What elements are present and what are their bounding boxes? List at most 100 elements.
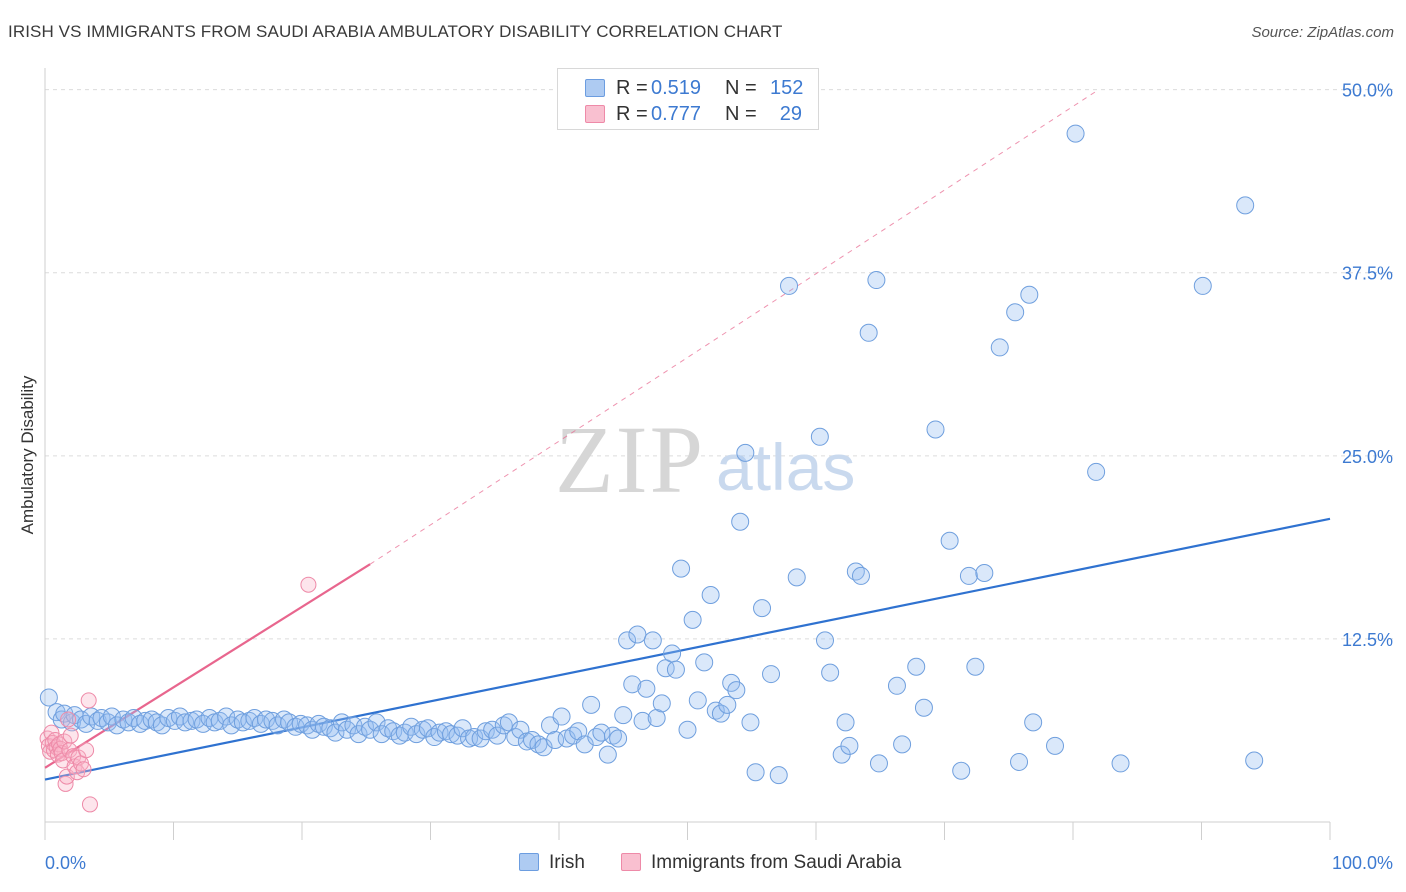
irish-point (762, 665, 781, 684)
irish-point (465, 728, 484, 747)
irish-point (534, 738, 553, 757)
irish-point (652, 694, 671, 713)
irish-point (1111, 754, 1130, 773)
irish-point (355, 717, 374, 736)
irish-point (893, 735, 912, 754)
irish-point (666, 660, 685, 679)
saudi-trend-extension (369, 89, 1099, 565)
irish-point (683, 610, 702, 629)
trend-layer (44, 89, 1331, 781)
irish-point (706, 701, 725, 720)
irish-point (1245, 751, 1264, 770)
legend-n-label: N = (725, 103, 757, 125)
legend-n-value: 29 (779, 103, 802, 125)
irish-point (476, 722, 495, 741)
irish-point (959, 566, 978, 585)
y-tick-label: 25.0% (1342, 447, 1393, 467)
irish-point (821, 663, 840, 682)
bottom-legend-irish: Irish (519, 852, 585, 876)
saudi-point (75, 761, 92, 778)
saudi-point (80, 692, 97, 709)
irish-point (769, 766, 788, 785)
irish-point (147, 713, 166, 732)
irish-point (1006, 303, 1025, 322)
irish-point (257, 710, 276, 729)
legend-row-saudi: R = 0.777 N = 29 (558, 101, 818, 127)
x-tick-label: 100.0% (1332, 853, 1393, 873)
legend-r-label: R = (616, 77, 648, 99)
legend-row-irish: R = 0.519 N = 152 (558, 75, 818, 101)
irish-point (815, 631, 834, 650)
irish-point (914, 698, 933, 717)
watermark: ZIP atlas (555, 406, 855, 513)
irish-point (741, 713, 760, 732)
irish-point (1087, 462, 1106, 481)
irish-point (314, 717, 333, 736)
irish-point (483, 720, 502, 739)
irish-point (701, 585, 720, 604)
saudi-point (81, 796, 98, 813)
irish-point (379, 719, 398, 738)
irish-point (275, 710, 294, 729)
irish-point (727, 681, 746, 700)
bottom-legend-label-irish: Irish (549, 852, 585, 873)
bottom-legend-saudi: Immigrants from Saudi Arabia (621, 852, 901, 876)
irish-point (787, 568, 806, 587)
irish-point (663, 644, 682, 663)
irish-point (1193, 276, 1212, 295)
watermark-zip: ZIP (555, 406, 705, 513)
irish-point (780, 276, 799, 295)
saudi-point (300, 576, 317, 593)
irish-point (102, 707, 121, 726)
watermark-atlas: atlas (716, 430, 855, 504)
bottom-legend-swatch-irish (519, 853, 539, 871)
irish-point (326, 723, 345, 742)
irish-point (940, 531, 959, 550)
irish-point (1066, 124, 1085, 143)
irish-point (39, 688, 58, 707)
irish-point (718, 695, 737, 714)
irish-point (851, 566, 870, 585)
irish-point (810, 427, 829, 446)
irish-point (618, 631, 637, 650)
irish-point (361, 720, 380, 739)
irish-point (859, 323, 878, 342)
irish-point (494, 716, 513, 735)
irish-point (887, 676, 906, 695)
irish-point (349, 725, 368, 744)
irish-point (344, 716, 363, 735)
irish-point (488, 726, 507, 745)
irish-point (430, 723, 449, 742)
irish-point (546, 730, 565, 749)
irish-point (633, 711, 652, 730)
irish-point (836, 713, 855, 732)
irish-point (637, 679, 656, 698)
irish-point (217, 707, 236, 726)
irish-point (575, 735, 594, 754)
legend-n-value: 152 (770, 77, 804, 99)
irish-point (643, 631, 662, 650)
irish-point (442, 725, 461, 744)
irish-point (688, 691, 707, 710)
irish-point (952, 761, 971, 780)
irish-point (711, 704, 730, 723)
irish-point (753, 599, 772, 618)
bottom-legend-swatch-saudi (621, 853, 641, 871)
y-axis-label: Ambulatory Disability (18, 375, 37, 535)
irish-point (907, 657, 926, 676)
irish-point (136, 711, 155, 730)
irish-point (233, 713, 252, 732)
irish-point (1024, 713, 1043, 732)
irish-point (418, 719, 437, 738)
irish-point (1010, 752, 1029, 771)
irish-point (990, 338, 1009, 357)
legend-swatch-irish (585, 79, 605, 97)
saudi-point (78, 742, 95, 759)
saudi-point (62, 727, 79, 744)
irish-point (309, 714, 328, 733)
irish-point (529, 735, 548, 754)
irish-point (598, 745, 617, 764)
irish-point (869, 754, 888, 773)
irish-point (582, 695, 601, 714)
